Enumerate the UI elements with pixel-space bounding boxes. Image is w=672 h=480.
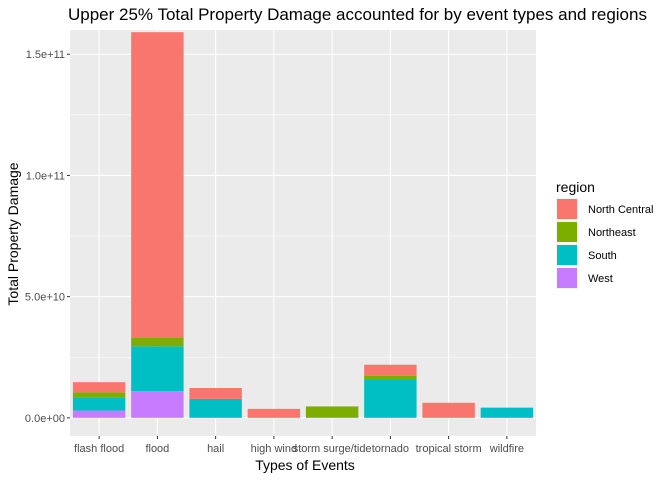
bar-segment [131, 32, 184, 338]
legend-label: Northeast [588, 227, 636, 239]
bar-segment [189, 388, 242, 399]
bar-segment [72, 397, 126, 411]
legend-label: South [588, 250, 617, 262]
bar-segment [364, 375, 417, 380]
bar-segment [364, 364, 417, 376]
x-tick-label: storm surge/tide [293, 443, 372, 455]
x-tick-label: flash flood [74, 443, 124, 455]
chart-title: Upper 25% Total Property Damage accounte… [68, 5, 647, 24]
bars [72, 32, 534, 418]
y-tick-label: 1.0e+11 [26, 170, 65, 182]
y-tick-label: 0.0e+00 [25, 413, 65, 425]
legend-key [557, 222, 577, 242]
legend-label: North Central [588, 204, 653, 216]
bar-segment [189, 398, 242, 418]
bar-segment [72, 410, 126, 418]
legend-label: West [588, 273, 613, 285]
legend-key [557, 268, 577, 288]
bar-segment [72, 382, 126, 393]
bar-segment [480, 407, 534, 418]
bar-segment [131, 337, 184, 347]
x-tick-label: hail [207, 443, 224, 455]
x-tick-label: high wind [251, 443, 297, 455]
x-tick-label: tropical storm [416, 443, 482, 455]
y-tick-label: 1.5e+11 [26, 49, 65, 61]
legend-key [557, 199, 577, 219]
y-axis-title: Total Property Damage [5, 162, 21, 305]
bar-segment [72, 392, 126, 398]
legend-key [557, 245, 577, 265]
x-axis-title: Types of Events [255, 457, 355, 473]
legend-title: region [556, 179, 595, 195]
bar-segment [131, 391, 184, 418]
bar-segment [422, 402, 475, 418]
legend: region North Central Northeast South West [556, 179, 653, 289]
x-tick-label: wildfire [489, 443, 524, 455]
y-tick-label: 5.0e+10 [25, 292, 65, 304]
bar-segment [131, 346, 184, 392]
x-tick-label: tornado [372, 443, 409, 455]
x-tick-label: flood [145, 443, 169, 455]
bar-segment [364, 379, 417, 418]
bar-segment [305, 406, 359, 418]
bar-segment [247, 408, 301, 418]
y-axis-ticks: 0.0e+00 5.0e+10 1.0e+11 1.5e+11 [25, 49, 70, 425]
